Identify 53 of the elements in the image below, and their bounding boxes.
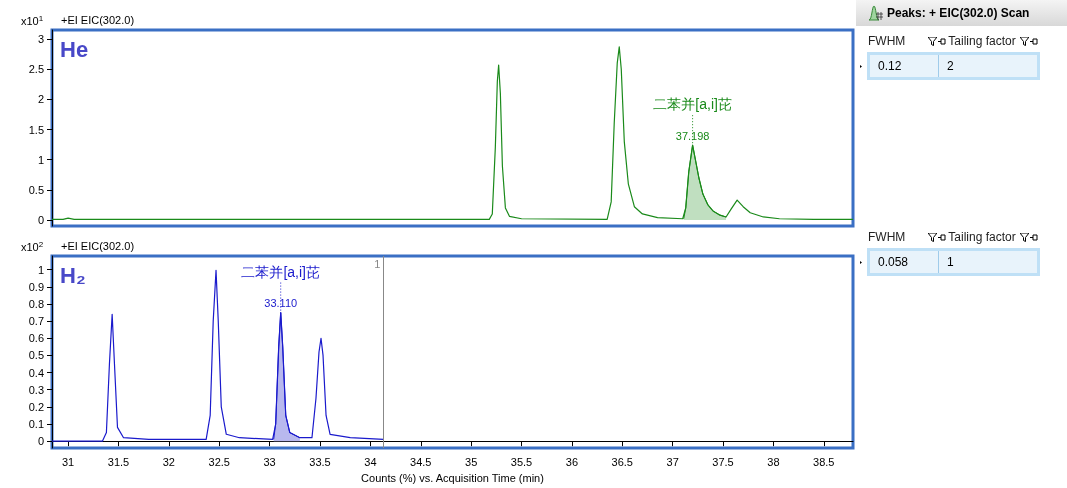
y-tick-label: 0.9 <box>28 280 44 293</box>
x-tick-label: 35.5 <box>510 455 533 468</box>
data-label: 0.058 <box>877 254 910 271</box>
category-label: FWHM <box>868 34 906 48</box>
data-label: 1 <box>938 251 1037 273</box>
x-tick-label: 34.5 <box>410 455 432 468</box>
x-tick-label: 31.5 <box>107 455 130 468</box>
y-tick-label: 0.7 <box>28 315 44 328</box>
y-tick-label: 0 <box>37 435 44 448</box>
x-tick-label: 37.5 <box>712 455 734 468</box>
y-tick-label: 1.5 <box>28 123 44 136</box>
chart-title: +EI EIC(302.0) <box>61 239 135 252</box>
annotation: 37.198 <box>675 129 710 142</box>
annotation: 二苯并[a,i]芘 <box>241 263 320 280</box>
data-label: 2 <box>938 55 1037 77</box>
text: Peaks: + EIC(302.0) Scan <box>887 6 1030 20</box>
category-label: Tailing factor <box>948 34 1016 48</box>
annotation: 二苯并[a,i]芘 <box>653 96 732 113</box>
y-tick-label: 0.1 <box>28 418 44 430</box>
x-tick-label: 32 <box>162 455 175 468</box>
y-tick-label: 2 <box>37 93 44 106</box>
x-tick-label: 36.5 <box>611 455 633 468</box>
y-tick-label: 0.6 <box>28 332 44 345</box>
y-tick-label: 0.5 <box>28 349 44 362</box>
y-tick-label: 2.5 <box>28 63 44 76</box>
y-tick-label: 0.4 <box>28 366 44 379</box>
x-tick-label: 31 <box>62 455 75 468</box>
y-tick-label: 0.8 <box>28 298 44 310</box>
annotation: H₂ <box>60 262 86 288</box>
x-tick-label: 38 <box>767 455 780 468</box>
x-tick-label: 33 <box>263 455 276 468</box>
x-tick-label: 38.5 <box>813 455 835 468</box>
x-tick-label: 33.5 <box>309 455 331 468</box>
y-tick-label: 0 <box>37 213 44 226</box>
annotation: He <box>60 36 89 62</box>
y-tick-label: 1 <box>37 263 44 276</box>
x-tick-label: 34 <box>364 455 377 468</box>
data-label: 0.12 <box>877 58 903 75</box>
chart-title: +EI EIC(302.0) <box>61 13 135 26</box>
category-label: FWHM <box>868 230 906 244</box>
x-tick-label: 32.5 <box>208 455 230 468</box>
y-tick-label: 0.5 <box>28 183 44 196</box>
x-tick-label: 35 <box>465 455 478 468</box>
x-tick-label: 36 <box>565 455 579 468</box>
y-tick-label: 3 <box>37 33 44 46</box>
annotation: 33.110 <box>264 297 298 310</box>
y-tick-label: 0.2 <box>28 400 44 413</box>
x-axis-title: Counts (%) vs. Acquisition Time (min) <box>361 471 544 484</box>
y-tick-label: 1 <box>37 153 44 166</box>
y-tick-label: 0.3 <box>28 383 44 396</box>
category-label: Tailing factor <box>948 230 1016 244</box>
annotation: 1 <box>374 257 381 270</box>
x-tick-label: 37 <box>666 455 679 468</box>
